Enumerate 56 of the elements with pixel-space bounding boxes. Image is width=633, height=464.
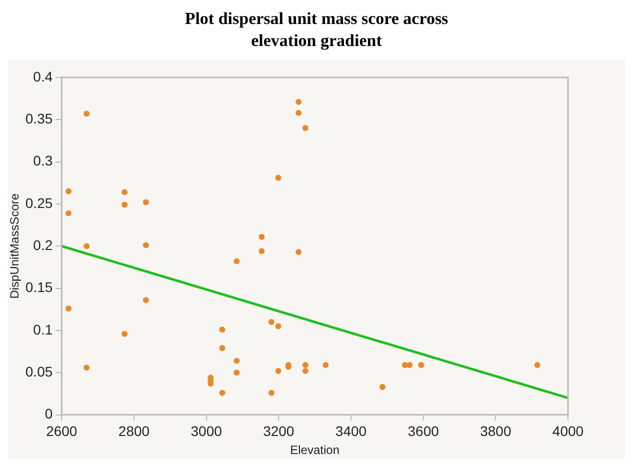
y-tick-label: 0 [44,406,53,422]
y-tick-label: 0.15 [25,279,53,296]
y-tick-label: 0.35 [25,110,53,126]
point [234,258,240,264]
point [219,390,226,396]
point [84,364,90,371]
point [84,110,90,117]
point [268,390,274,396]
point [234,358,240,364]
point [406,362,413,368]
point [122,202,128,208]
point [66,306,72,312]
point [534,362,540,368]
x-tick-label: 3200 [263,423,294,440]
point [142,242,149,248]
point [275,368,282,374]
point [302,125,308,132]
y-tick-label: 0.3 [33,152,53,169]
x-tick-label: 4000 [552,423,584,440]
point [296,110,302,116]
point [219,326,226,333]
y-tick-label: 0.4 [33,68,53,84]
point [379,384,386,390]
x-tick-label: 2800 [118,423,150,440]
point [275,323,282,330]
x-tick-label: 2600 [46,423,78,440]
point [234,370,240,376]
point [268,319,274,326]
point [302,368,308,374]
y-tick-label: 0.05 [25,363,53,380]
point [219,345,226,352]
point [142,199,149,206]
point [258,248,265,254]
y-tick-label: 0.1 [33,321,53,338]
point [258,234,265,240]
x-tick-label: 3800 [480,423,512,440]
point [302,362,308,368]
point [296,249,302,256]
point [418,362,424,368]
point [296,98,302,105]
point [66,210,72,216]
point [275,174,282,181]
chart-title: Plot dispersal unit mass score across elevation gradient [184,8,450,52]
x-tick-label: 3000 [190,423,222,440]
point [322,362,329,368]
point [66,188,72,194]
point [84,243,90,250]
x-axis-title: Elevation [290,443,340,458]
y-tick-label: 0.25 [25,194,53,211]
y-axis-title: DispUnitMassScore [8,193,22,299]
point [122,189,128,196]
y-tick-label: 0.2 [33,236,53,253]
x-tick-label: 3400 [335,423,367,440]
x-tick-label: 3600 [408,423,440,440]
point [142,297,149,304]
point [122,330,128,337]
